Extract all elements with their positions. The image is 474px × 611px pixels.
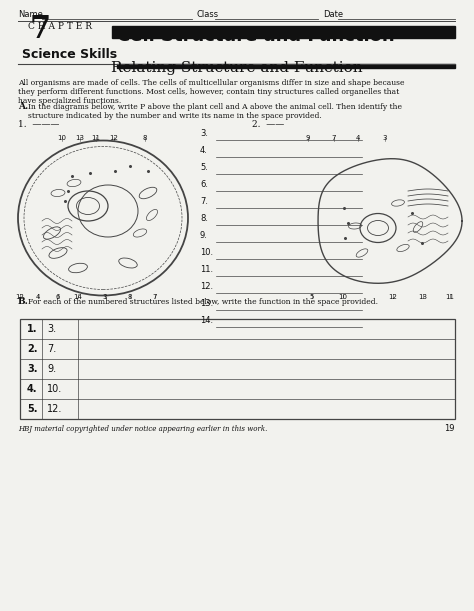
Text: 5: 5 [310,294,314,300]
Text: 19: 19 [445,424,455,433]
Bar [20,319,455,419]
Text: 12.: 12. [200,282,213,291]
Text: All organisms are made of cells. The cells of multicellular organisms differ in : All organisms are made of cells. The cel… [18,79,404,87]
Text: 7: 7 [332,135,336,141]
Text: 10.: 10. [47,384,62,394]
Text: C H A P T E R: C H A P T E R [28,22,92,31]
Text: 8: 8 [143,135,147,141]
Text: 8.: 8. [200,214,208,223]
Text: 14: 14 [73,294,82,300]
Text: 10: 10 [57,135,66,141]
Text: 11: 11 [446,294,455,300]
Text: HBJ material copyrighted under notice appearing earlier in this work.: HBJ material copyrighted under notice ap… [18,425,267,433]
Text: 4: 4 [36,294,40,300]
Text: 12.: 12. [47,404,63,414]
Text: A.: A. [18,102,28,111]
Text: have specialized functions.: have specialized functions. [18,97,121,105]
Text: 9: 9 [306,135,310,141]
Text: 12: 12 [389,294,397,300]
Text: structure indicated by the number and write its name in the space provided.: structure indicated by the number and wr… [28,112,322,120]
Text: 14.: 14. [200,316,213,325]
Text: 7.: 7. [47,344,56,354]
Text: 6: 6 [56,294,60,300]
Text: 13.: 13. [200,299,213,308]
Text: 4: 4 [356,135,360,141]
Text: 3.: 3. [200,129,208,138]
Text: For each of the numbered structures listed below, write the function in the spac: For each of the numbered structures list… [28,298,378,306]
Text: 10: 10 [338,294,347,300]
Text: 7.: 7. [200,197,208,206]
Text: 3.: 3. [47,324,56,334]
Text: 3: 3 [103,294,107,300]
Text: 8: 8 [128,294,132,300]
Text: 7: 7 [30,14,51,45]
Text: 9.: 9. [200,231,208,240]
Text: Relating Structure and Function: Relating Structure and Function [111,61,363,75]
Text: Name: Name [18,10,43,19]
Text: 4.: 4. [27,384,37,394]
Text: 4.: 4. [200,146,208,155]
Text: 3: 3 [383,135,387,141]
Text: 1.  ———: 1. ——— [18,120,59,129]
Text: Class: Class [197,10,219,19]
Text: 2.  ——: 2. —— [252,120,284,129]
Text: 2.: 2. [27,344,37,354]
Text: In the diagrams below, write P above the plant cell and A above the animal cell.: In the diagrams below, write P above the… [28,103,402,111]
Text: 6.: 6. [200,180,208,189]
Text: they perform different functions. Most cells, however, contain tiny structures c: they perform different functions. Most c… [18,88,399,96]
Text: 1.: 1. [27,324,37,334]
Text: 3.: 3. [27,364,37,374]
Text: 13: 13 [75,135,84,141]
Text: 11: 11 [91,135,100,141]
Text: Cell Structure and Function: Cell Structure and Function [117,27,395,45]
Text: 12: 12 [109,135,118,141]
Text: 5.: 5. [200,163,208,172]
Text: Science Skills: Science Skills [22,48,117,61]
Bar [112,26,455,38]
Text: Date: Date [323,10,343,19]
Text: 12: 12 [16,294,25,300]
Text: 11.: 11. [200,265,213,274]
Text: B.: B. [18,297,29,306]
Bar [117,64,455,68]
Text: 7: 7 [153,294,157,300]
Text: 5.: 5. [27,404,37,414]
Text: 9.: 9. [47,364,56,374]
Text: 13: 13 [419,294,428,300]
Text: 10.: 10. [200,248,213,257]
